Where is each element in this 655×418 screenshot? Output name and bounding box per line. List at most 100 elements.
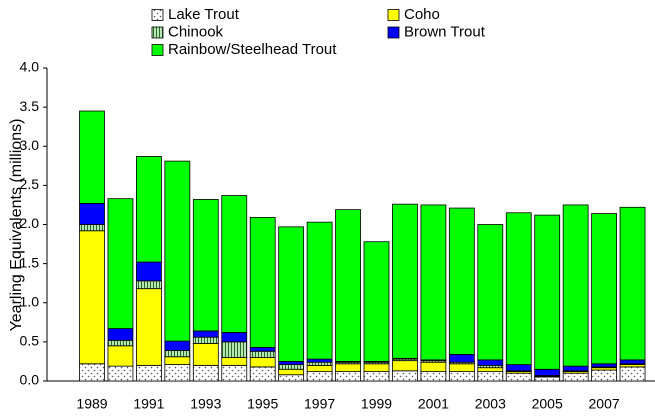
bar-segment: [534, 214, 561, 370]
bar-segment: [79, 224, 105, 232]
bar-segment: [278, 361, 305, 365]
bar-segment: [135, 156, 162, 263]
bar-segment: [192, 336, 219, 344]
bar-segment: [363, 363, 390, 373]
y-tick-label: 0.0: [20, 372, 40, 388]
bar-segment: [306, 361, 333, 366]
bar-segment: [477, 367, 504, 373]
bar-segment: [363, 371, 390, 382]
bar-segment: [135, 288, 162, 366]
bar-segment: [278, 364, 305, 370]
y-tick-label: 1.0: [20, 293, 40, 309]
bar-segment: [135, 364, 162, 382]
bar-segment: [249, 366, 276, 382]
bar-segment: [619, 366, 646, 382]
bar-segment: [591, 363, 617, 368]
y-tick-label: 3.5: [20, 98, 40, 114]
bar-segment: [477, 224, 504, 361]
bar-segment: [392, 203, 418, 359]
bar-segment: [107, 198, 134, 329]
y-tick-label: 1.5: [20, 254, 40, 270]
x-tick-label: 1993: [190, 396, 221, 412]
bar-segment: [79, 202, 105, 225]
bar-segment: [335, 209, 361, 362]
bar-segment: [477, 371, 504, 382]
x-tick-label: 1991: [133, 396, 164, 412]
bar-segment: [534, 376, 561, 382]
bar-segment: [562, 365, 589, 372]
legend-swatch: [151, 9, 164, 21]
y-tick-label: 4.0: [20, 59, 40, 75]
bar-segment: [448, 371, 475, 382]
bar-segment: [107, 339, 134, 347]
bar-segment: [534, 368, 561, 376]
bar-segment: [335, 371, 361, 382]
x-tick-label: 1997: [304, 396, 335, 412]
bar-segment: [249, 346, 276, 352]
y-tick-label: 2.0: [20, 215, 40, 231]
legend-swatch: [387, 9, 400, 21]
bar-segment: [164, 364, 191, 382]
bar-segment: [79, 230, 105, 365]
bar-segment: [306, 358, 333, 363]
bar-segment: [306, 221, 333, 360]
bar-segment: [192, 330, 219, 338]
bar-segment: [107, 365, 134, 382]
bar-segment: [619, 359, 646, 365]
bar-segment: [249, 217, 276, 348]
bar-segment: [392, 370, 418, 382]
bar-segment: [192, 343, 219, 366]
bar-segment: [164, 356, 191, 365]
bar-segment: [221, 357, 248, 366]
bar-segment: [591, 369, 617, 382]
bar-segment: [448, 363, 475, 373]
bar-segment: [135, 261, 162, 282]
y-tick-label: 0.5: [20, 333, 40, 349]
bar-segment: [221, 195, 248, 333]
bar-segment: [335, 363, 361, 373]
bar-segment: [221, 364, 248, 382]
bar-segment: [135, 280, 162, 290]
legend-swatch: [151, 26, 164, 39]
bar-segment: [420, 361, 447, 373]
bar-segment: [363, 241, 390, 362]
bar-segment: [392, 360, 418, 372]
x-tick-label: 2001: [418, 396, 449, 412]
bar-segment: [164, 350, 191, 358]
bar-segment: [505, 212, 532, 365]
x-tick-label: 1995: [247, 396, 278, 412]
bar-segment: [164, 160, 191, 342]
y-tick-label: 2.5: [20, 176, 40, 192]
bar-segment: [562, 204, 589, 367]
bar-segment: [278, 226, 305, 362]
bar-segment: [505, 372, 532, 382]
y-axis-label: Yearling Equivalents (millions): [8, 119, 25, 332]
bar-segment: [249, 357, 276, 368]
bar-segment: [192, 364, 219, 382]
x-tick-label: 1989: [76, 396, 107, 412]
legend-label: Lake Trout: [168, 6, 240, 23]
bar-segment: [448, 353, 475, 363]
bar-segment: [278, 374, 305, 382]
legend-swatch: [387, 26, 400, 39]
bar-segment: [448, 207, 475, 355]
bar-segment: [79, 363, 105, 382]
bar-segment: [477, 359, 504, 366]
bar-segment: [79, 110, 105, 204]
bar-segment: [278, 368, 305, 376]
legend-label: Rainbow/Steelhead Trout: [168, 41, 337, 58]
bar-segment: [107, 345, 134, 367]
bar-segment: [221, 332, 248, 343]
legend-label: Coho: [404, 6, 440, 23]
bar-segment: [306, 364, 333, 373]
bar-segment: [505, 364, 532, 372]
legend-swatch: [151, 44, 164, 56]
bar-segment: [164, 340, 191, 351]
x-tick-label: 1999: [361, 396, 392, 412]
legend-label: Brown Trout: [404, 23, 486, 40]
bar-segment: [420, 204, 447, 361]
bar-segment: [306, 371, 333, 382]
bar-segment: [619, 206, 646, 361]
bar-segment: [221, 341, 248, 358]
